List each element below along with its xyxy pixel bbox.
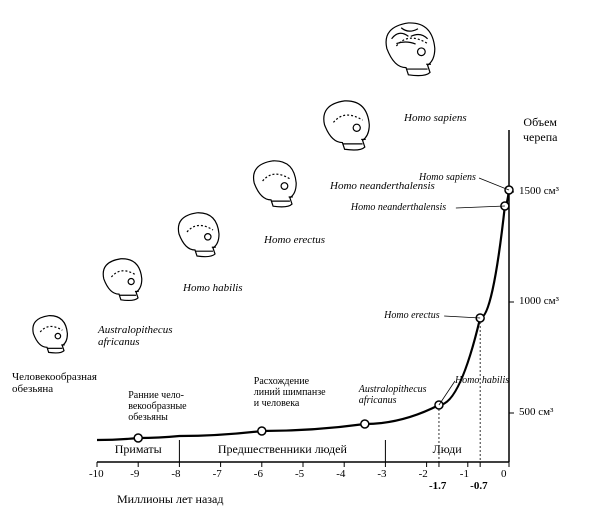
x-tick-label: -1 — [460, 468, 469, 480]
x-extra-tick-label: -1.7 — [429, 480, 446, 492]
x-tick-label: -8 — [171, 468, 180, 480]
x-tick-label: -3 — [377, 468, 386, 480]
curve-point-label: Homo habilis — [455, 375, 509, 386]
x-extra-tick-label: -0.7 — [470, 480, 487, 492]
skull-label: Homo habilis — [183, 282, 243, 294]
skull-label: Homo sapiens — [404, 112, 467, 124]
x-tick-label: -9 — [130, 468, 139, 480]
data-marker — [134, 434, 142, 442]
x-group-label: Люди — [385, 442, 509, 457]
curve-point-label: Homo neanderthalensis — [351, 202, 446, 213]
skull-illustration — [30, 315, 73, 363]
x-tick-label: -4 — [336, 468, 345, 480]
curve-point-label: Ранние чело-векообразныеобезьяны — [128, 390, 186, 423]
curve-point-label: Расхождениелиний шимпанзеи человека — [254, 376, 326, 409]
x-tick-label: -2 — [419, 468, 428, 480]
y-tick-label: 1500 см³ — [519, 185, 559, 197]
x-tick-label: -7 — [213, 468, 222, 480]
skull-label: Человекообразнаяобезьяна — [12, 371, 97, 395]
data-marker — [361, 420, 369, 428]
x-axis-label: Миллионы лет назад — [117, 492, 223, 507]
skull-illustration — [320, 100, 376, 161]
skull-illustration — [100, 258, 148, 311]
x-group-label: Предшественники людей — [179, 442, 385, 457]
y-tick-label: 1000 см³ — [519, 295, 559, 307]
skull-label: Homo erectus — [264, 234, 325, 246]
x-tick-label: 0 — [501, 468, 507, 480]
y-tick-label: 500 см³ — [519, 406, 553, 418]
x-tick-label: -5 — [295, 468, 304, 480]
x-tick-label: -6 — [254, 468, 263, 480]
data-marker — [258, 427, 266, 435]
curve-point-label: Australopithecusafricanus — [359, 384, 427, 406]
curve-point-label: Homo erectus — [384, 310, 439, 321]
y-axis-title: Объемчерепа — [523, 115, 557, 145]
skull-illustration — [382, 22, 442, 87]
x-group-label: Приматы — [97, 442, 179, 457]
cranial-volume-chart: -10-9-8-7-6-5-4-3-2-10-1.7-0.7Миллионы л… — [0, 0, 600, 516]
chart-svg — [0, 0, 600, 516]
x-tick-label: -10 — [89, 468, 104, 480]
skull-label: Homo neanderthalensis — [330, 180, 435, 192]
skull-illustration — [175, 212, 225, 267]
skull-illustration — [250, 160, 303, 218]
skull-label: Australopithecusafricanus — [98, 324, 173, 348]
